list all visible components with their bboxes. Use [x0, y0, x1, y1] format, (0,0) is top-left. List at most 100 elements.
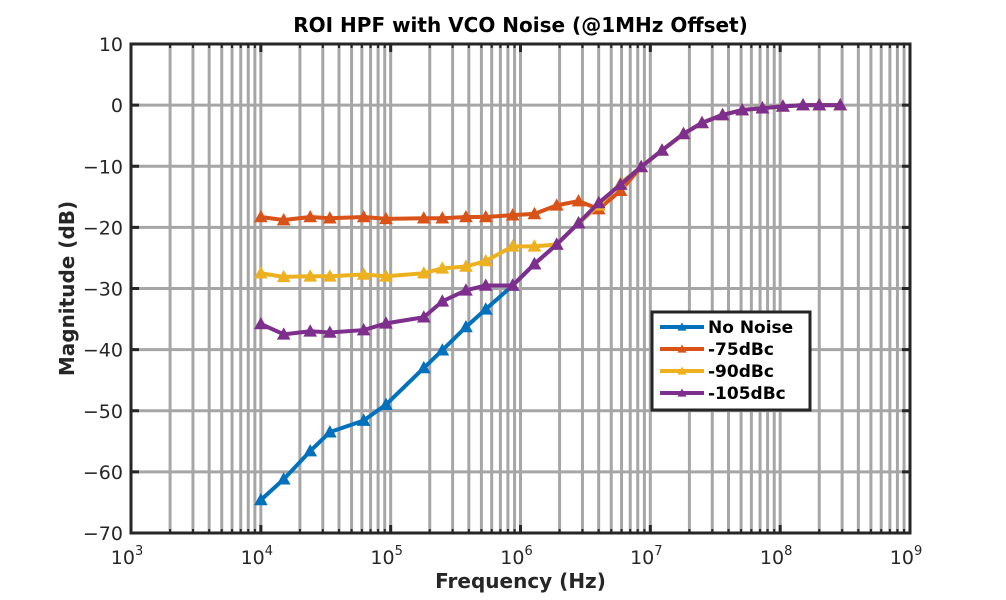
data-point	[776, 99, 790, 112]
data-point	[613, 183, 628, 196]
legend-item: No Noise	[660, 318, 793, 338]
data-point	[755, 101, 770, 114]
data-point	[322, 269, 337, 282]
data-point	[695, 115, 709, 129]
x-tick-base: 10	[500, 547, 524, 569]
y-tick-label: −20	[83, 217, 123, 239]
data-point	[416, 310, 431, 323]
data-point	[833, 98, 848, 111]
series-75dbc	[253, 98, 848, 226]
data-point	[303, 209, 318, 223]
x-tick-exponent: 7	[654, 544, 662, 559]
legend-marker	[677, 366, 687, 375]
x-tick-base: 10	[370, 547, 394, 569]
x-tick-label: 104	[241, 544, 273, 569]
y-tick-label: 0	[111, 95, 123, 117]
data-point	[715, 107, 730, 121]
x-tick-base: 10	[111, 547, 135, 569]
data-point	[571, 216, 586, 229]
x-tick-exponent: 5	[395, 544, 403, 559]
data-point	[613, 177, 628, 190]
data-point	[416, 211, 431, 224]
data-point	[253, 209, 268, 223]
legend-label: -105dBc	[708, 384, 786, 404]
x-tick-base: 10	[241, 547, 265, 569]
data-point	[435, 343, 450, 356]
data-point	[379, 397, 393, 410]
x-tick-label: 108	[760, 544, 792, 569]
y-axis-title: Magnitude (dB)	[55, 201, 79, 376]
data-point	[459, 259, 473, 272]
y-tick-label: −70	[83, 523, 123, 545]
data-point	[478, 302, 493, 315]
legend-label: No Noise	[708, 318, 793, 338]
data-point	[253, 266, 268, 279]
series-90dbc	[253, 98, 848, 283]
data-point	[796, 98, 810, 111]
data-point	[505, 208, 520, 221]
x-tick-base: 10	[890, 547, 914, 569]
y-tick-label: 10	[99, 34, 123, 56]
data-point	[303, 324, 318, 337]
x-tick-exponent: 6	[524, 544, 532, 559]
data-point	[812, 98, 827, 111]
data-point	[655, 143, 669, 156]
data-point	[416, 360, 431, 374]
data-point	[478, 209, 493, 223]
data-point	[549, 237, 564, 250]
legend-marker	[677, 388, 687, 397]
y-tick-label: −50	[83, 401, 123, 423]
data-point	[276, 327, 291, 340]
data-point	[505, 239, 520, 252]
data-point	[549, 198, 564, 211]
data-point	[416, 266, 431, 279]
x-tick-label: 103	[111, 544, 143, 569]
x-tick-base: 10	[760, 547, 784, 569]
data-point	[303, 444, 318, 457]
data-point	[276, 213, 291, 226]
x-tick-exponent: 3	[135, 544, 143, 559]
y-tick-label: −60	[83, 462, 123, 484]
legend-marker	[677, 344, 687, 353]
data-point	[435, 294, 450, 307]
data-point	[356, 267, 371, 280]
data-point	[505, 278, 520, 291]
data-point	[356, 209, 371, 223]
series-nonoise	[253, 98, 848, 506]
series-line	[260, 103, 841, 337]
series-line	[260, 103, 841, 223]
data-point	[591, 195, 606, 209]
grid	[131, 44, 910, 533]
y-tick-label: −40	[83, 340, 123, 362]
legend-label: -90dBc	[708, 362, 774, 382]
legend-label: -75dBc	[708, 340, 774, 360]
data-point	[634, 159, 649, 173]
x-tick-label: 105	[370, 544, 402, 569]
data-point	[571, 194, 586, 207]
data-point	[276, 269, 291, 283]
data-point	[459, 319, 473, 333]
x-tick-exponent: 8	[784, 544, 792, 559]
data-point	[379, 211, 393, 225]
data-point	[322, 425, 337, 438]
data-point	[322, 211, 337, 224]
data-point	[527, 206, 542, 220]
plot-series	[253, 98, 848, 506]
data-point	[379, 316, 393, 329]
data-point	[527, 239, 542, 252]
data-point	[356, 413, 371, 426]
data-point	[478, 278, 493, 291]
x-axis-title: Frequency (Hz)	[435, 569, 606, 593]
legend-item: -105dBc	[660, 384, 786, 404]
data-point	[527, 257, 542, 270]
series-105dbc	[253, 98, 848, 340]
data-point	[478, 253, 493, 267]
axis-ticks: 103 104 105 106 107 108 109100−10−20−30−40−50−…	[83, 34, 922, 569]
data-point	[459, 209, 473, 223]
data-point	[735, 102, 750, 116]
x-tick-exponent: 9	[914, 544, 922, 559]
legend: No Noise-75dBc-90dBc-105dBc	[650, 310, 812, 412]
data-point	[435, 211, 450, 224]
x-tick-label: 109	[890, 544, 922, 569]
data-point	[676, 126, 691, 140]
